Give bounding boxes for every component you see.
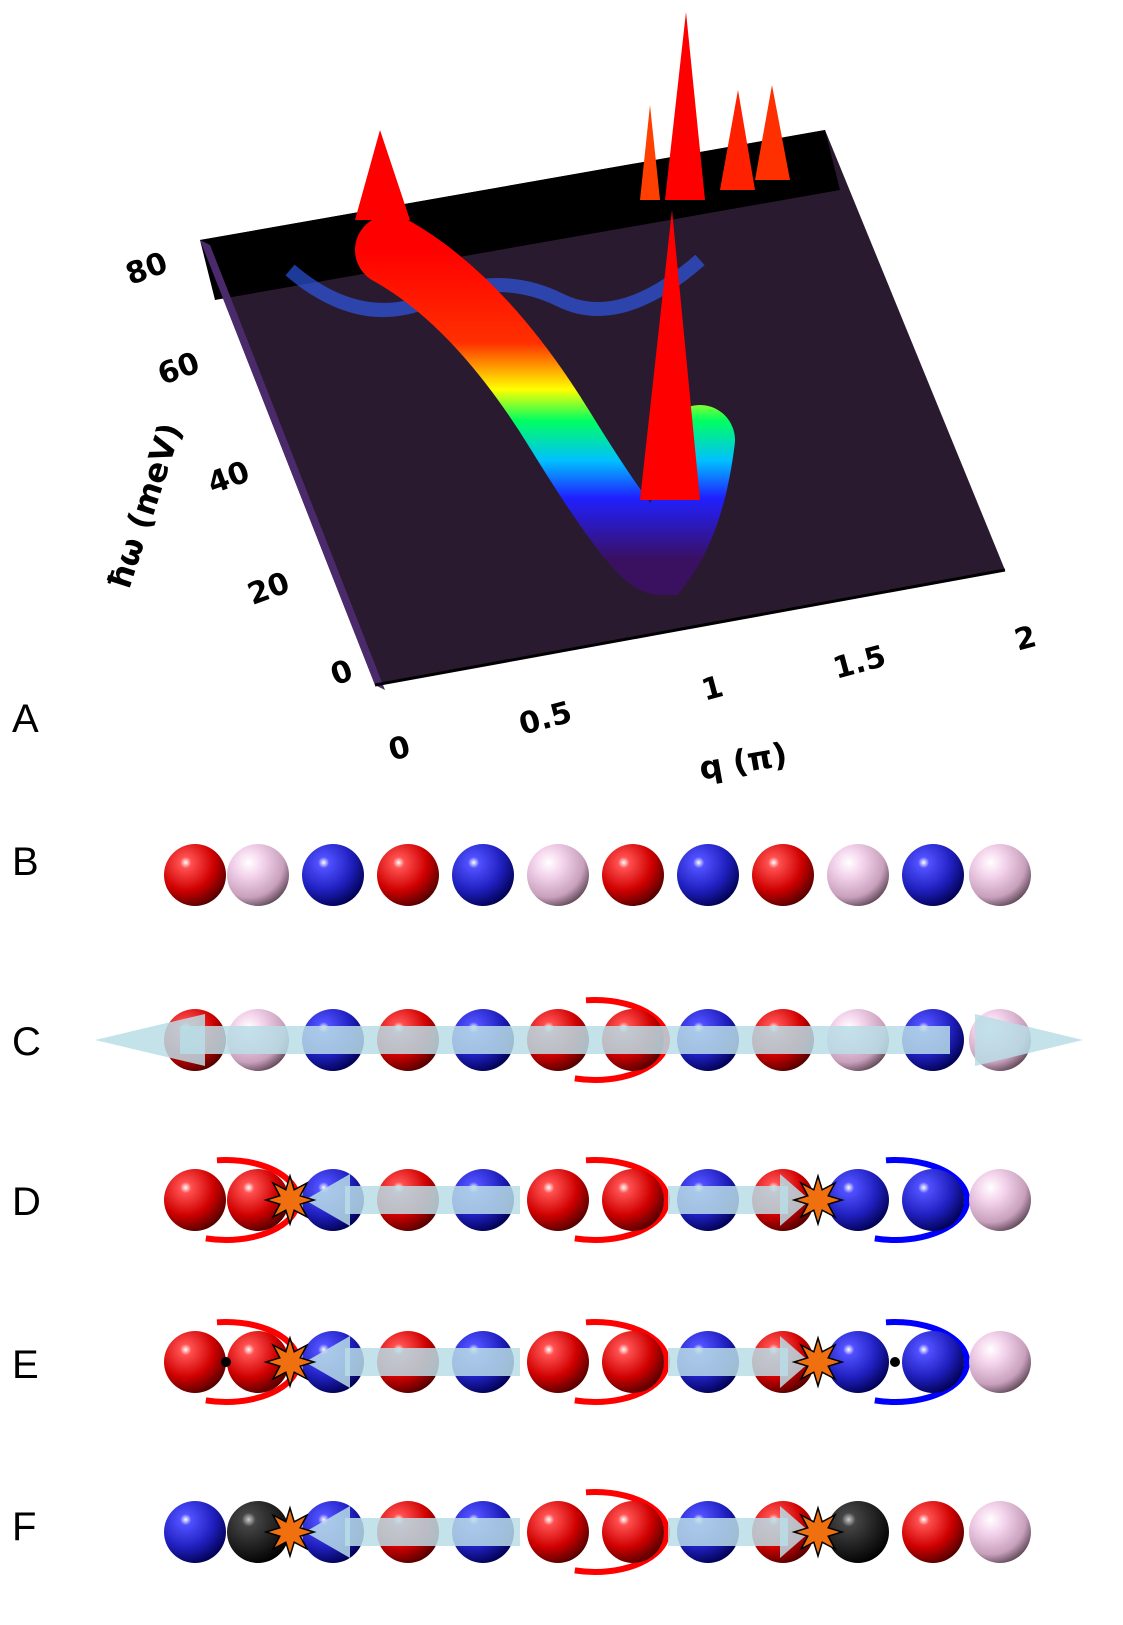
- arrow-shaft: [345, 1348, 520, 1376]
- arrow-shaft: [345, 1186, 520, 1214]
- surface-peak: [755, 85, 790, 180]
- surface-peak: [665, 12, 705, 200]
- sphere: [302, 844, 364, 906]
- sphere: [164, 1501, 226, 1563]
- surface-peak: [720, 90, 755, 190]
- x-tick-label: 0.5: [515, 695, 575, 743]
- sphere: [602, 1169, 664, 1231]
- arrow-head: [975, 1014, 1083, 1066]
- y-tick-label: 40: [203, 454, 254, 501]
- collision-star: [266, 1508, 314, 1556]
- sphere: [969, 844, 1031, 906]
- collision-star: [794, 1176, 842, 1224]
- sphere: [227, 844, 289, 906]
- x-tick-label: 2: [1011, 619, 1040, 658]
- collision-star: [794, 1338, 842, 1386]
- sphere-row: [154, 1322, 1031, 1402]
- y-tick-label: 60: [153, 345, 204, 392]
- collision-star: [266, 1176, 314, 1224]
- y-tick-label: 20: [243, 565, 294, 612]
- x-tick-label: 0: [385, 729, 414, 768]
- sphere: [969, 1169, 1031, 1231]
- y-tick-label: 0: [326, 653, 358, 693]
- arrow-shaft: [668, 1348, 788, 1376]
- y-axis-label: ħω (meV): [100, 418, 190, 595]
- sphere: [752, 844, 814, 906]
- dot: [890, 1357, 900, 1367]
- sphere: [902, 1331, 964, 1393]
- panel-label: D: [12, 1180, 41, 1224]
- x-tick-label: 1: [698, 669, 727, 708]
- panel-label: F: [12, 1505, 36, 1549]
- sphere: [452, 844, 514, 906]
- dot: [221, 1357, 231, 1367]
- sphere-row: [154, 1160, 1031, 1240]
- sphere: [827, 844, 889, 906]
- surface-plot: [200, 12, 1005, 690]
- sphere: [969, 1331, 1031, 1393]
- sphere-row: [164, 1492, 1031, 1572]
- sphere: [969, 1501, 1031, 1563]
- x-axis-label: q (π): [696, 735, 790, 788]
- collision-star: [794, 1508, 842, 1556]
- panel-label: E: [12, 1343, 39, 1387]
- surface-peak: [355, 130, 410, 220]
- sphere: [902, 844, 964, 906]
- sphere: [902, 1501, 964, 1563]
- arrow-shaft: [668, 1186, 788, 1214]
- sphere: [602, 1331, 664, 1393]
- arrow-shaft: [180, 1026, 950, 1054]
- sphere: [602, 1501, 664, 1563]
- sphere: [677, 844, 739, 906]
- x-tick-label: 1.5: [829, 639, 889, 687]
- panel-label: C: [12, 1020, 41, 1064]
- arrow-shaft: [668, 1518, 788, 1546]
- sphere: [164, 1331, 226, 1393]
- sphere: [902, 1169, 964, 1231]
- y-tick-label: 80: [121, 245, 172, 292]
- sphere: [527, 1169, 589, 1231]
- sphere: [527, 844, 589, 906]
- sphere-row: [164, 844, 1031, 906]
- arrow-shaft: [345, 1518, 520, 1546]
- collision-star: [266, 1338, 314, 1386]
- sphere: [527, 1331, 589, 1393]
- arrow-head: [95, 1014, 205, 1066]
- sphere: [527, 1501, 589, 1563]
- sphere: [377, 844, 439, 906]
- sphere: [602, 844, 664, 906]
- panel-label: A: [12, 697, 39, 741]
- panel-label: B: [12, 840, 39, 884]
- figure: ħω (meV) q (π) 0 20 40 60 80 0 0.5 1 1.5 2 A B C D E F: [0, 0, 1123, 1625]
- sphere-row: [95, 1000, 1083, 1080]
- sphere: [164, 1169, 226, 1231]
- sphere: [164, 844, 226, 906]
- surface-peak: [640, 105, 660, 200]
